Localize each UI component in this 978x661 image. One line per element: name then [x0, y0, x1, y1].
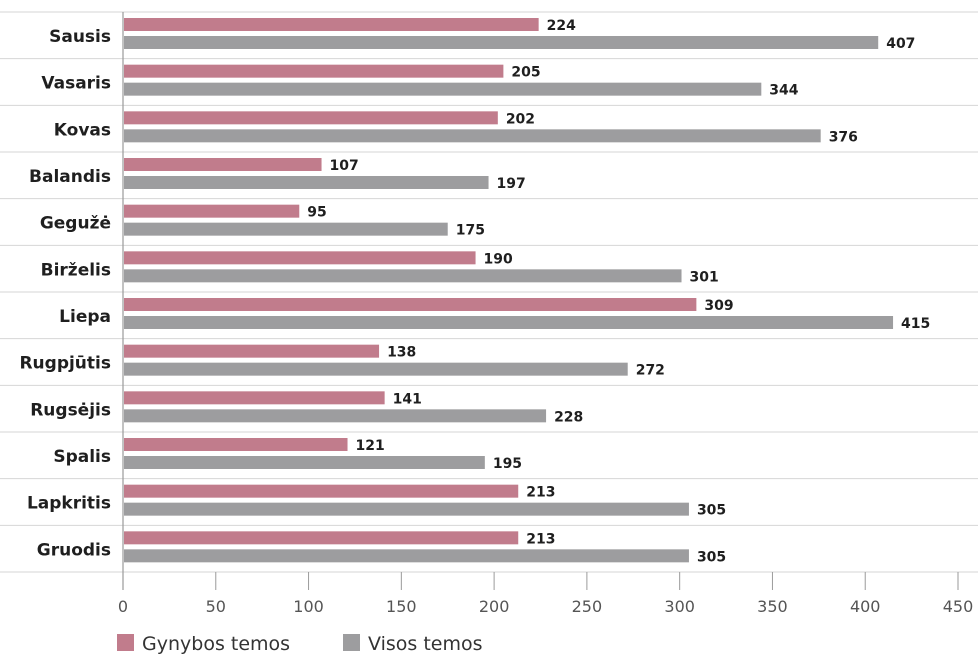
data-label: 301 — [690, 269, 719, 285]
bar-visos — [124, 222, 448, 236]
legend: Gynybos temos Visos temos — [117, 633, 483, 655]
data-label: 197 — [497, 176, 526, 192]
legend-label-gynybos: Gynybos temos — [142, 633, 290, 655]
data-label: 213 — [526, 531, 555, 547]
category-label: Sausis — [49, 27, 111, 47]
data-label: 141 — [393, 391, 422, 407]
bar-visos — [124, 362, 628, 376]
data-label: 107 — [330, 158, 359, 174]
bar-gynybos — [124, 251, 476, 265]
data-label: 305 — [697, 549, 726, 565]
bar-gynybos — [124, 18, 539, 31]
category-label: Spalis — [53, 447, 111, 467]
bar-gynybos — [124, 158, 322, 171]
category-label: Lapkritis — [27, 494, 111, 514]
category-label: Gruodis — [37, 540, 111, 560]
data-label: 190 — [484, 251, 513, 267]
data-label: 272 — [636, 363, 665, 379]
data-label: 195 — [493, 456, 522, 472]
bar-visos — [124, 549, 689, 563]
data-label: 407 — [886, 36, 915, 52]
bar-visos — [124, 129, 821, 143]
bar-gynybos — [124, 484, 519, 498]
bar-gynybos — [124, 344, 380, 358]
category-label: Balandis — [29, 167, 111, 187]
data-label: 202 — [506, 111, 535, 127]
data-label: 213 — [526, 485, 555, 501]
category-label: Vasaris — [41, 74, 111, 94]
data-label: 138 — [387, 345, 416, 361]
data-label: 205 — [511, 65, 540, 81]
x-tick-label: 100 — [293, 597, 324, 616]
bar-visos — [124, 82, 762, 96]
x-tick-label: 50 — [206, 597, 226, 616]
data-label: 344 — [769, 83, 798, 99]
x-tick-label: 350 — [757, 597, 788, 616]
category-label: Birželis — [41, 260, 111, 280]
x-tick-label: 0 — [118, 597, 128, 616]
x-tick-label: 450 — [943, 597, 974, 616]
bar-gynybos — [124, 111, 498, 125]
bar-visos — [124, 269, 682, 283]
bar-visos — [124, 36, 879, 49]
data-label: 309 — [704, 298, 733, 314]
x-tick-label: 400 — [850, 597, 881, 616]
bars-layer — [124, 18, 894, 563]
data-label: 175 — [456, 223, 485, 239]
category-label: Kovas — [54, 120, 111, 140]
bar-visos — [124, 316, 894, 329]
grid-layer — [0, 11, 978, 573]
data-label: 95 — [307, 205, 326, 221]
bar-visos — [124, 409, 547, 423]
category-label: Gegužė — [40, 214, 111, 234]
x-tick-label: 300 — [664, 597, 695, 616]
data-label: 228 — [554, 409, 583, 425]
axis-layer: 0 50 100 150 200 250 300 350 400 450 — [118, 12, 973, 616]
category-label: Rugpjūtis — [19, 354, 111, 374]
legend-label-visos: Visos temos — [368, 633, 483, 655]
bar-gynybos — [124, 391, 385, 405]
bar-visos — [124, 176, 489, 189]
data-label: 121 — [356, 438, 385, 454]
category-label: Rugsėjis — [30, 400, 111, 420]
bar-visos — [124, 456, 485, 469]
legend-swatch-visos — [343, 634, 360, 651]
x-tick-label: 250 — [572, 597, 603, 616]
category-label: Liepa — [59, 307, 111, 327]
data-label: 376 — [829, 129, 858, 145]
data-label: 415 — [901, 316, 930, 332]
data-label: 305 — [697, 503, 726, 519]
bar-gynybos — [124, 298, 697, 311]
labels-layer: Sausis 224 407 Vasaris 205 344 Kovas 202 376 Bala… — [19, 18, 930, 565]
x-tick-label: 150 — [386, 597, 417, 616]
bar-gynybos — [124, 438, 348, 451]
bar-gynybos — [124, 64, 504, 78]
data-label: 224 — [547, 18, 576, 34]
x-tick-label: 200 — [479, 597, 510, 616]
bar-visos — [124, 502, 689, 516]
bar-gynybos — [124, 531, 519, 545]
bar-gynybos — [124, 204, 300, 218]
legend-swatch-gynybos — [117, 634, 134, 651]
